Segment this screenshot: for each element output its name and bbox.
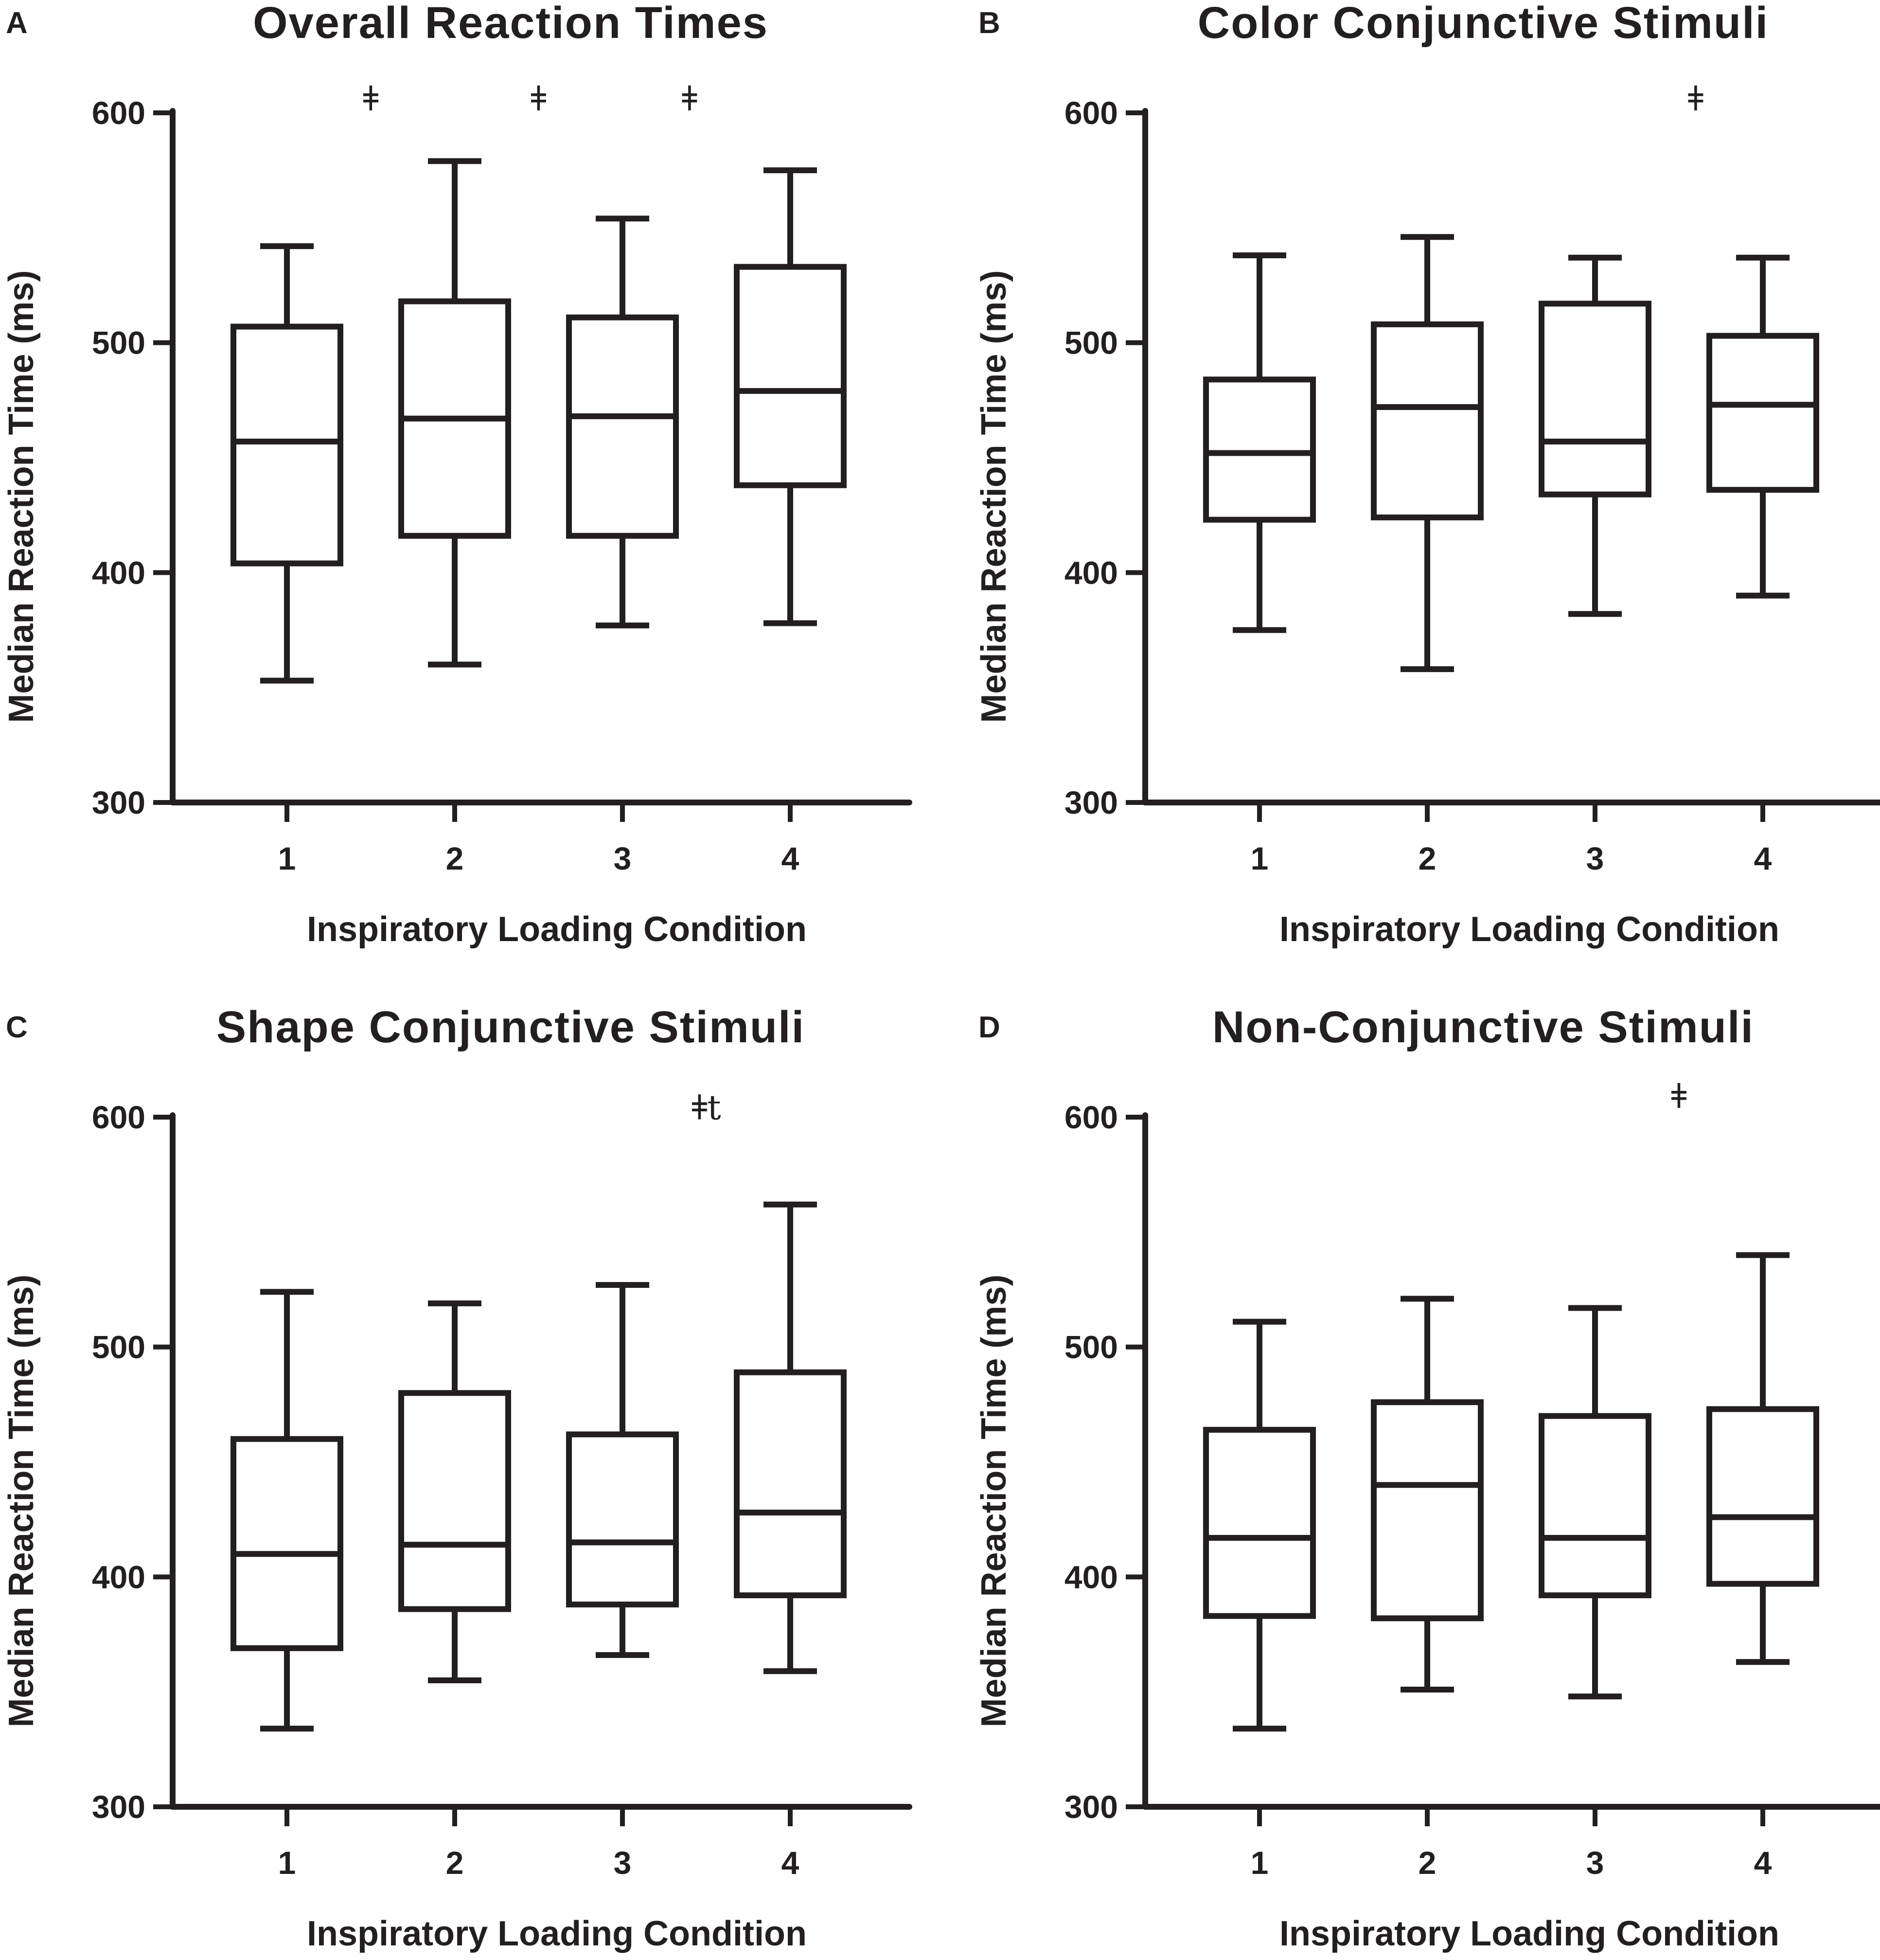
x-tick-label: 3 <box>1586 840 1604 876</box>
x-tick-label: 2 <box>446 840 464 876</box>
x-axis-title: Inspiratory Loading Condition <box>1279 1914 1779 1953</box>
x-tick-label: 4 <box>781 840 799 876</box>
x-tick-label: 2 <box>1419 1845 1437 1881</box>
iqr-box <box>1203 376 1316 523</box>
significance-marker: ǂ <box>363 79 378 119</box>
y-tick-label: 500 <box>92 325 145 361</box>
y-tick-label: 300 <box>1064 1789 1118 1825</box>
panel-d: D Non-Conjunctive Stimuli 300 400 500 600 Medi… <box>975 1002 1880 1953</box>
iqr-box <box>1706 333 1819 493</box>
panel-letter: B <box>978 6 1000 40</box>
x-tick-label: 3 <box>1586 1845 1604 1881</box>
x-tick-label: 3 <box>614 1845 632 1881</box>
y-axis-title: Median Reaction Time (ms) <box>975 1275 1013 1728</box>
panel-letter: C <box>6 1011 28 1044</box>
panel-letter: D <box>978 1011 1000 1044</box>
box-condition-2 <box>398 158 511 668</box>
significance-marker: ǂt <box>692 1088 721 1128</box>
iqr-box <box>231 323 343 567</box>
y-tick-label: 500 <box>1064 1329 1118 1365</box>
y-axis-title: Median Reaction Time (ms) <box>975 270 1013 723</box>
box-condition-3 <box>1539 254 1651 617</box>
y-tick-label: 300 <box>92 1789 145 1825</box>
iqr-box <box>1371 321 1484 520</box>
y-tick-label: 400 <box>92 554 145 590</box>
box-condition-1 <box>1203 252 1316 633</box>
chart-title: Non-Conjunctive Stimuli <box>1212 1002 1754 1052</box>
iqr-box <box>1371 1399 1484 1621</box>
x-tick-label: 4 <box>1754 1845 1772 1881</box>
x-tick-label: 1 <box>278 1845 296 1881</box>
x-axis-title: Inspiratory Loading Condition <box>307 910 807 949</box>
x-tick-label: 3 <box>614 840 632 876</box>
chart-title: Color Conjunctive Stimuli <box>1198 0 1769 48</box>
y-tick-label: 300 <box>92 784 145 820</box>
box-condition-2 <box>1371 234 1484 672</box>
box-condition-3 <box>1539 1305 1651 1700</box>
x-tick-label: 2 <box>446 1845 464 1881</box>
y-axis-title: Median Reaction Time (ms) <box>2 270 41 723</box>
box-condition-1 <box>231 243 343 684</box>
x-axis-title: Inspiratory Loading Condition <box>307 1914 807 1953</box>
y-tick-label: 400 <box>1064 554 1118 590</box>
box-condition-3 <box>566 1282 679 1658</box>
box-condition-1 <box>1203 1319 1316 1732</box>
panel-b: B Color Conjunctive Stimuli 300 400 500 600 Me… <box>975 0 1880 949</box>
iqr-box <box>566 1431 679 1608</box>
y-tick-label: 600 <box>1064 95 1118 131</box>
panel-a: A Overall Reaction Times 300 400 500 600 Media… <box>2 0 912 949</box>
box-condition-2 <box>398 1300 511 1684</box>
iqr-box <box>398 1390 511 1612</box>
x-tick-label: 4 <box>781 1845 799 1881</box>
significance-marker: ǂ <box>1671 1076 1686 1116</box>
box-condition-2 <box>1371 1296 1484 1693</box>
chart-title: Shape Conjunctive Stimuli <box>216 1002 805 1052</box>
y-tick-label: 600 <box>1064 1099 1118 1135</box>
iqr-box <box>734 1369 847 1599</box>
box-condition-4 <box>1706 1252 1819 1665</box>
x-tick-label: 2 <box>1419 840 1437 876</box>
iqr-box <box>1203 1426 1316 1619</box>
iqr-box <box>231 1436 343 1651</box>
significance-marker: ǂ <box>531 79 546 119</box>
y-axis-title: Median Reaction Time (ms) <box>2 1275 41 1728</box>
y-tick-label: 300 <box>1064 784 1118 820</box>
y-tick-label: 400 <box>1064 1559 1118 1595</box>
panel-c: C Shape Conjunctive Stimuli 300 400 500 600 Me… <box>2 1002 912 1953</box>
significance-marker: ǂ <box>682 79 697 119</box>
box-condition-4 <box>734 167 847 626</box>
y-tick-label: 500 <box>92 1329 145 1365</box>
y-tick-label: 600 <box>92 95 145 131</box>
x-tick-label: 1 <box>1251 840 1269 876</box>
iqr-box <box>566 314 679 539</box>
panel-letter: A <box>6 6 28 40</box>
box-condition-4 <box>1706 254 1819 599</box>
x-tick-label: 4 <box>1754 840 1772 876</box>
x-tick-label: 1 <box>1251 1845 1269 1881</box>
y-tick-label: 400 <box>92 1559 145 1595</box>
iqr-box <box>1539 301 1651 498</box>
box-condition-3 <box>566 215 679 629</box>
x-axis-title: Inspiratory Loading Condition <box>1279 910 1779 949</box>
y-tick-label: 600 <box>92 1099 145 1135</box>
y-tick-label: 500 <box>1064 325 1118 361</box>
x-tick-label: 1 <box>278 840 296 876</box>
iqr-box <box>1706 1406 1819 1587</box>
significance-marker: ǂ <box>1688 79 1703 119</box>
box-condition-1 <box>231 1289 343 1732</box>
chart-title: Overall Reaction Times <box>253 0 768 48</box>
iqr-box <box>1539 1413 1651 1599</box>
box-condition-4 <box>734 1201 847 1675</box>
iqr-box <box>734 264 847 488</box>
